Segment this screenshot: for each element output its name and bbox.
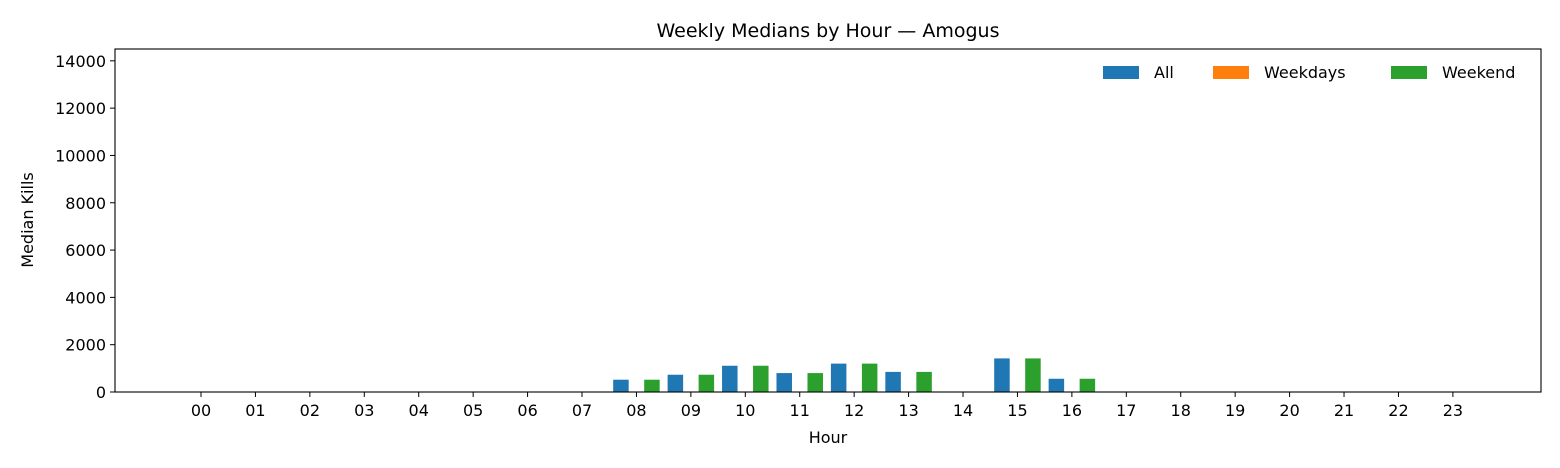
x-axis-label: Hour xyxy=(809,428,848,447)
x-tick-label: 02 xyxy=(300,401,320,420)
x-tick-label: 08 xyxy=(626,401,646,420)
bar-all-10 xyxy=(722,365,738,392)
x-tick-label: 16 xyxy=(1062,401,1082,420)
x-tick-label: 09 xyxy=(681,401,701,420)
x-tick-label: 23 xyxy=(1443,401,1463,420)
x-tick-label: 15 xyxy=(1007,401,1027,420)
y-axis: 0 2000 4000 6000 8000 10000 12000 14000 xyxy=(55,52,115,402)
y-tick-label: 12000 xyxy=(55,99,106,118)
legend-label-all: All xyxy=(1154,63,1174,82)
bar-all-15 xyxy=(994,358,1010,392)
legend-label-weekend: Weekend xyxy=(1442,63,1515,82)
x-tick-label: 13 xyxy=(898,401,918,420)
x-tick-label: 19 xyxy=(1225,401,1245,420)
legend: All Weekdays Weekend xyxy=(1103,63,1515,82)
bar-weekend-15 xyxy=(1025,358,1041,392)
legend-swatch-weekend xyxy=(1391,66,1427,79)
y-tick-label: 2000 xyxy=(65,336,106,355)
legend-swatch-weekdays xyxy=(1213,66,1249,79)
bar-weekend-10 xyxy=(753,365,769,392)
bar-all-09 xyxy=(667,374,684,392)
x-tick-label: 07 xyxy=(572,401,592,420)
bar-all-08 xyxy=(613,379,629,392)
bar-weekend-09 xyxy=(698,374,715,392)
y-tick-label: 6000 xyxy=(65,241,106,260)
y-tick-label: 0 xyxy=(96,383,106,402)
x-tick-label: 18 xyxy=(1171,401,1191,420)
x-tick-label: 17 xyxy=(1116,401,1136,420)
x-tick-label: 14 xyxy=(953,401,973,420)
x-tick-label: 03 xyxy=(354,401,374,420)
bar-weekend-16 xyxy=(1079,378,1096,392)
bar-all-11 xyxy=(776,373,792,392)
y-tick-label: 14000 xyxy=(55,52,106,71)
x-tick-label: 20 xyxy=(1279,401,1299,420)
y-tick-label: 10000 xyxy=(55,146,106,165)
x-tick-label: 01 xyxy=(245,401,265,420)
legend-label-weekdays: Weekdays xyxy=(1264,63,1346,82)
y-tick-label: 8000 xyxy=(65,194,106,213)
bars-group xyxy=(613,358,1096,392)
x-tick-label: 04 xyxy=(409,401,429,420)
bar-weekend-08 xyxy=(644,379,660,392)
bar-weekend-12 xyxy=(861,363,878,392)
x-tick-label: 10 xyxy=(735,401,755,420)
bar-weekend-11 xyxy=(807,373,823,392)
chart-title: Weekly Medians by Hour — Amogus xyxy=(657,20,1000,42)
y-axis-label: Median Kills xyxy=(18,172,37,267)
bar-weekend-13 xyxy=(916,371,932,392)
x-tick-label: 12 xyxy=(844,401,864,420)
y-tick-label: 4000 xyxy=(65,288,106,307)
bar-all-16 xyxy=(1048,378,1065,392)
bar-all-13 xyxy=(885,371,901,392)
plot-frame xyxy=(114,48,1542,393)
x-tick-label: 11 xyxy=(790,401,810,420)
x-tick-label: 05 xyxy=(463,401,483,420)
bar-all-12 xyxy=(830,363,847,392)
x-axis: 00 01 02 03 04 05 06 07 08 09 10 11 12 13 14 15 16 17 18 19… xyxy=(191,392,1463,420)
x-tick-label: 21 xyxy=(1334,401,1354,420)
legend-swatch-all xyxy=(1103,66,1139,79)
x-tick-label: 06 xyxy=(517,401,537,420)
x-tick-label: 22 xyxy=(1388,401,1408,420)
x-tick-label: 00 xyxy=(191,401,211,420)
